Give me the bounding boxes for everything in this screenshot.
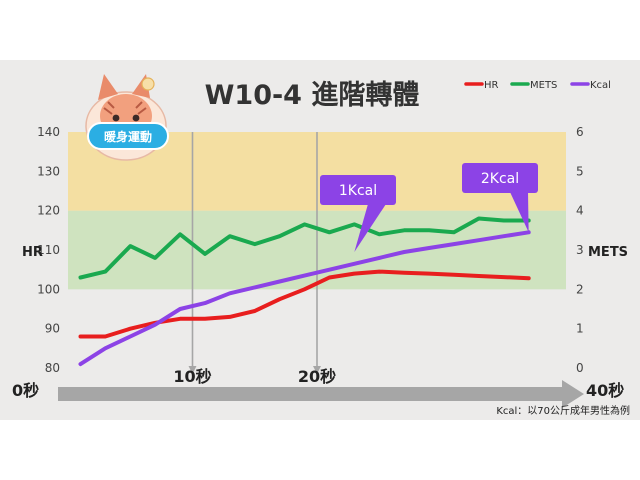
y-right-tick-5: 5 bbox=[576, 164, 584, 178]
y-left-tick-130: 130 bbox=[37, 164, 60, 178]
y-left-tick-110: 110 bbox=[37, 243, 60, 257]
marker-arrowhead-1 bbox=[313, 366, 321, 374]
marker-arrowhead-0 bbox=[188, 366, 197, 374]
timeline-start-label: 0秒 bbox=[12, 381, 39, 400]
y-right-tick-1: 1 bbox=[576, 322, 584, 336]
series-layer bbox=[78, 216, 531, 367]
badge-label: 暖身運動 bbox=[104, 129, 152, 144]
chart-canvas: 暖身運動 W10-4 進階轉體 HR METS Kcal 8090100110120… bbox=[12, 74, 630, 417]
series-line-mets bbox=[78, 216, 531, 280]
callout-pointer-1 bbox=[510, 192, 529, 233]
timeline-end-label: 40秒 bbox=[586, 381, 624, 400]
y-right-tick-6: 6 bbox=[576, 125, 584, 139]
legend-label-kcal: Kcal bbox=[590, 80, 611, 91]
chart-stage: 暖身運動 W10-4 進階轉體 HR METS Kcal 80 90 100 110 120… bbox=[0, 60, 640, 420]
legend-label-mets: METS bbox=[530, 80, 557, 91]
timeline-arrow bbox=[58, 380, 584, 408]
chart-title: W10-4 進階轉體 bbox=[205, 80, 420, 111]
callout-box-0 bbox=[320, 175, 396, 205]
y-left-tick-140: 140 bbox=[37, 125, 60, 139]
legend-label-hr: HR bbox=[484, 80, 499, 91]
marker-label-0: 10秒 bbox=[173, 367, 211, 386]
callout-box-1 bbox=[462, 163, 538, 193]
time-markers: 10秒 20秒 bbox=[173, 132, 336, 386]
footnote: Kcal：以70公斤成年男性為例 bbox=[496, 404, 630, 417]
mascot-cat: 暖身運動 bbox=[85, 74, 169, 161]
y-left-tick-80: 80 bbox=[45, 361, 60, 375]
legend: HR METS Kcal bbox=[464, 80, 611, 91]
y-right-axis-label: METS bbox=[588, 245, 628, 260]
callout-label-1: 2Kcal bbox=[481, 171, 519, 187]
marker-label-1: 20秒 bbox=[298, 367, 336, 386]
y-right-tick-3: 3 bbox=[576, 243, 584, 257]
y-right-tick-4: 4 bbox=[576, 204, 584, 218]
y-right-tick-2: 2 bbox=[576, 282, 584, 296]
y-right-tick-0: 0 bbox=[576, 361, 584, 375]
y-left-tick-100: 100 bbox=[37, 282, 60, 296]
axis-ticks: 80 90 100 110 120 130 140 0 1 2 3 4 5 6 bbox=[37, 125, 584, 375]
callouts: 1Kcal 2Kcal bbox=[320, 163, 538, 252]
y-left-tick-90: 90 bbox=[45, 322, 60, 336]
series-line-kcal bbox=[78, 230, 531, 367]
y-left-tick-120: 120 bbox=[37, 204, 60, 218]
callout-label-0: 1Kcal bbox=[339, 183, 377, 199]
callout-pointer-0 bbox=[354, 204, 386, 252]
y-left-axis-label: HR bbox=[22, 245, 43, 260]
